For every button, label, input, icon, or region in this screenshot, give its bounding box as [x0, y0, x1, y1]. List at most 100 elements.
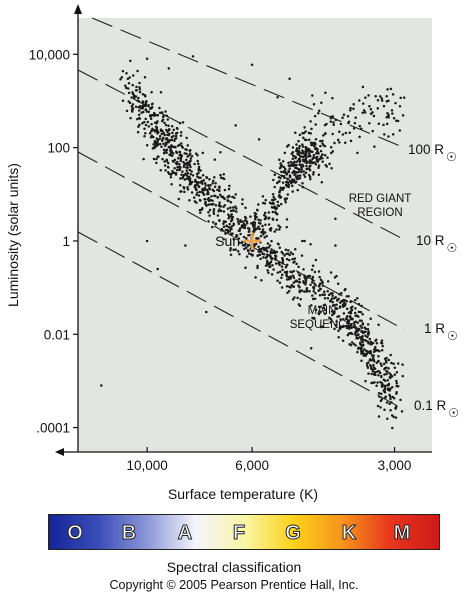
y-axis-arrow	[74, 4, 82, 14]
star-point	[167, 128, 171, 132]
star-point	[287, 289, 291, 293]
star-point	[348, 324, 351, 327]
star-point	[190, 170, 193, 173]
star-point	[212, 212, 216, 215]
star-point	[286, 291, 289, 294]
star-point	[212, 208, 216, 211]
star-point	[131, 83, 134, 87]
star-point	[274, 256, 277, 260]
radius-label: 1 R ☉	[424, 321, 458, 343]
star-point	[395, 390, 398, 394]
star-point	[362, 330, 365, 334]
star-point	[369, 365, 373, 368]
star-point	[290, 164, 293, 167]
star-point	[253, 243, 256, 246]
star-point	[165, 148, 169, 152]
star-point	[264, 198, 267, 202]
x-tick-labels: 10,000 6,000 3,000	[126, 447, 411, 473]
star-point	[369, 112, 373, 116]
star-point	[183, 152, 186, 155]
star-point	[284, 171, 287, 174]
star-point	[292, 269, 295, 273]
star-point	[383, 373, 386, 376]
star-point	[380, 97, 384, 100]
star-point	[173, 139, 176, 143]
star-point	[193, 162, 196, 166]
star-point	[257, 253, 260, 257]
star-point	[143, 127, 146, 131]
star-point	[306, 276, 309, 279]
star-point	[299, 297, 302, 301]
radius-lines	[77, 17, 406, 411]
star-point	[377, 323, 380, 327]
star-point	[278, 225, 282, 229]
star-point	[345, 295, 349, 298]
star-point	[285, 218, 289, 221]
star-point	[382, 362, 386, 366]
star-point	[321, 139, 324, 143]
star-point	[176, 127, 179, 131]
star-point	[347, 121, 350, 125]
star-point	[272, 178, 275, 182]
star-point	[205, 176, 209, 180]
star-point	[288, 258, 291, 262]
star-point	[385, 361, 388, 364]
star-point	[353, 121, 357, 125]
star-point	[338, 130, 341, 133]
star-point	[248, 227, 251, 231]
star-point	[361, 111, 364, 114]
star-point	[387, 358, 391, 362]
star-point	[254, 227, 257, 230]
star-point	[181, 170, 184, 173]
star-point	[275, 228, 278, 231]
star-point	[365, 364, 369, 368]
star-point	[153, 129, 156, 132]
star-point	[358, 99, 361, 102]
star-point	[186, 188, 190, 191]
star-point	[385, 401, 389, 404]
star-point	[391, 112, 394, 115]
star-point	[294, 175, 298, 178]
star-point	[202, 188, 206, 192]
star-point	[388, 372, 391, 375]
star-point	[243, 247, 246, 251]
star-point	[268, 201, 272, 204]
star-point	[134, 105, 138, 109]
star-point	[176, 144, 180, 148]
star-point	[352, 342, 356, 346]
star-point	[356, 350, 359, 354]
star-point	[208, 178, 211, 181]
star-point	[330, 166, 333, 170]
star-point	[165, 159, 169, 163]
star-point	[322, 293, 325, 297]
star-point	[168, 132, 171, 135]
star-point	[320, 181, 324, 184]
star-point	[309, 120, 312, 123]
star-point	[183, 178, 187, 181]
star-point	[373, 381, 376, 384]
star-point	[332, 123, 335, 126]
star-point	[230, 218, 234, 221]
star-point	[222, 225, 226, 229]
star-point	[211, 199, 214, 202]
star-point	[308, 290, 311, 293]
star-point	[178, 151, 182, 154]
star-point	[385, 95, 388, 98]
star-point	[298, 274, 302, 277]
star-point	[138, 105, 142, 108]
star-point	[197, 194, 201, 197]
star-point	[390, 385, 394, 389]
star-point	[302, 136, 305, 140]
star-point	[365, 353, 368, 356]
star-point	[287, 164, 291, 168]
star-point	[330, 310, 334, 313]
star-point	[188, 153, 191, 157]
star-point	[163, 144, 167, 147]
star-point	[238, 227, 242, 230]
star-point	[256, 264, 259, 268]
star-point	[241, 198, 244, 201]
star-point	[239, 220, 242, 224]
star-point	[286, 177, 289, 180]
star-point	[127, 91, 131, 95]
star-point	[322, 134, 325, 137]
